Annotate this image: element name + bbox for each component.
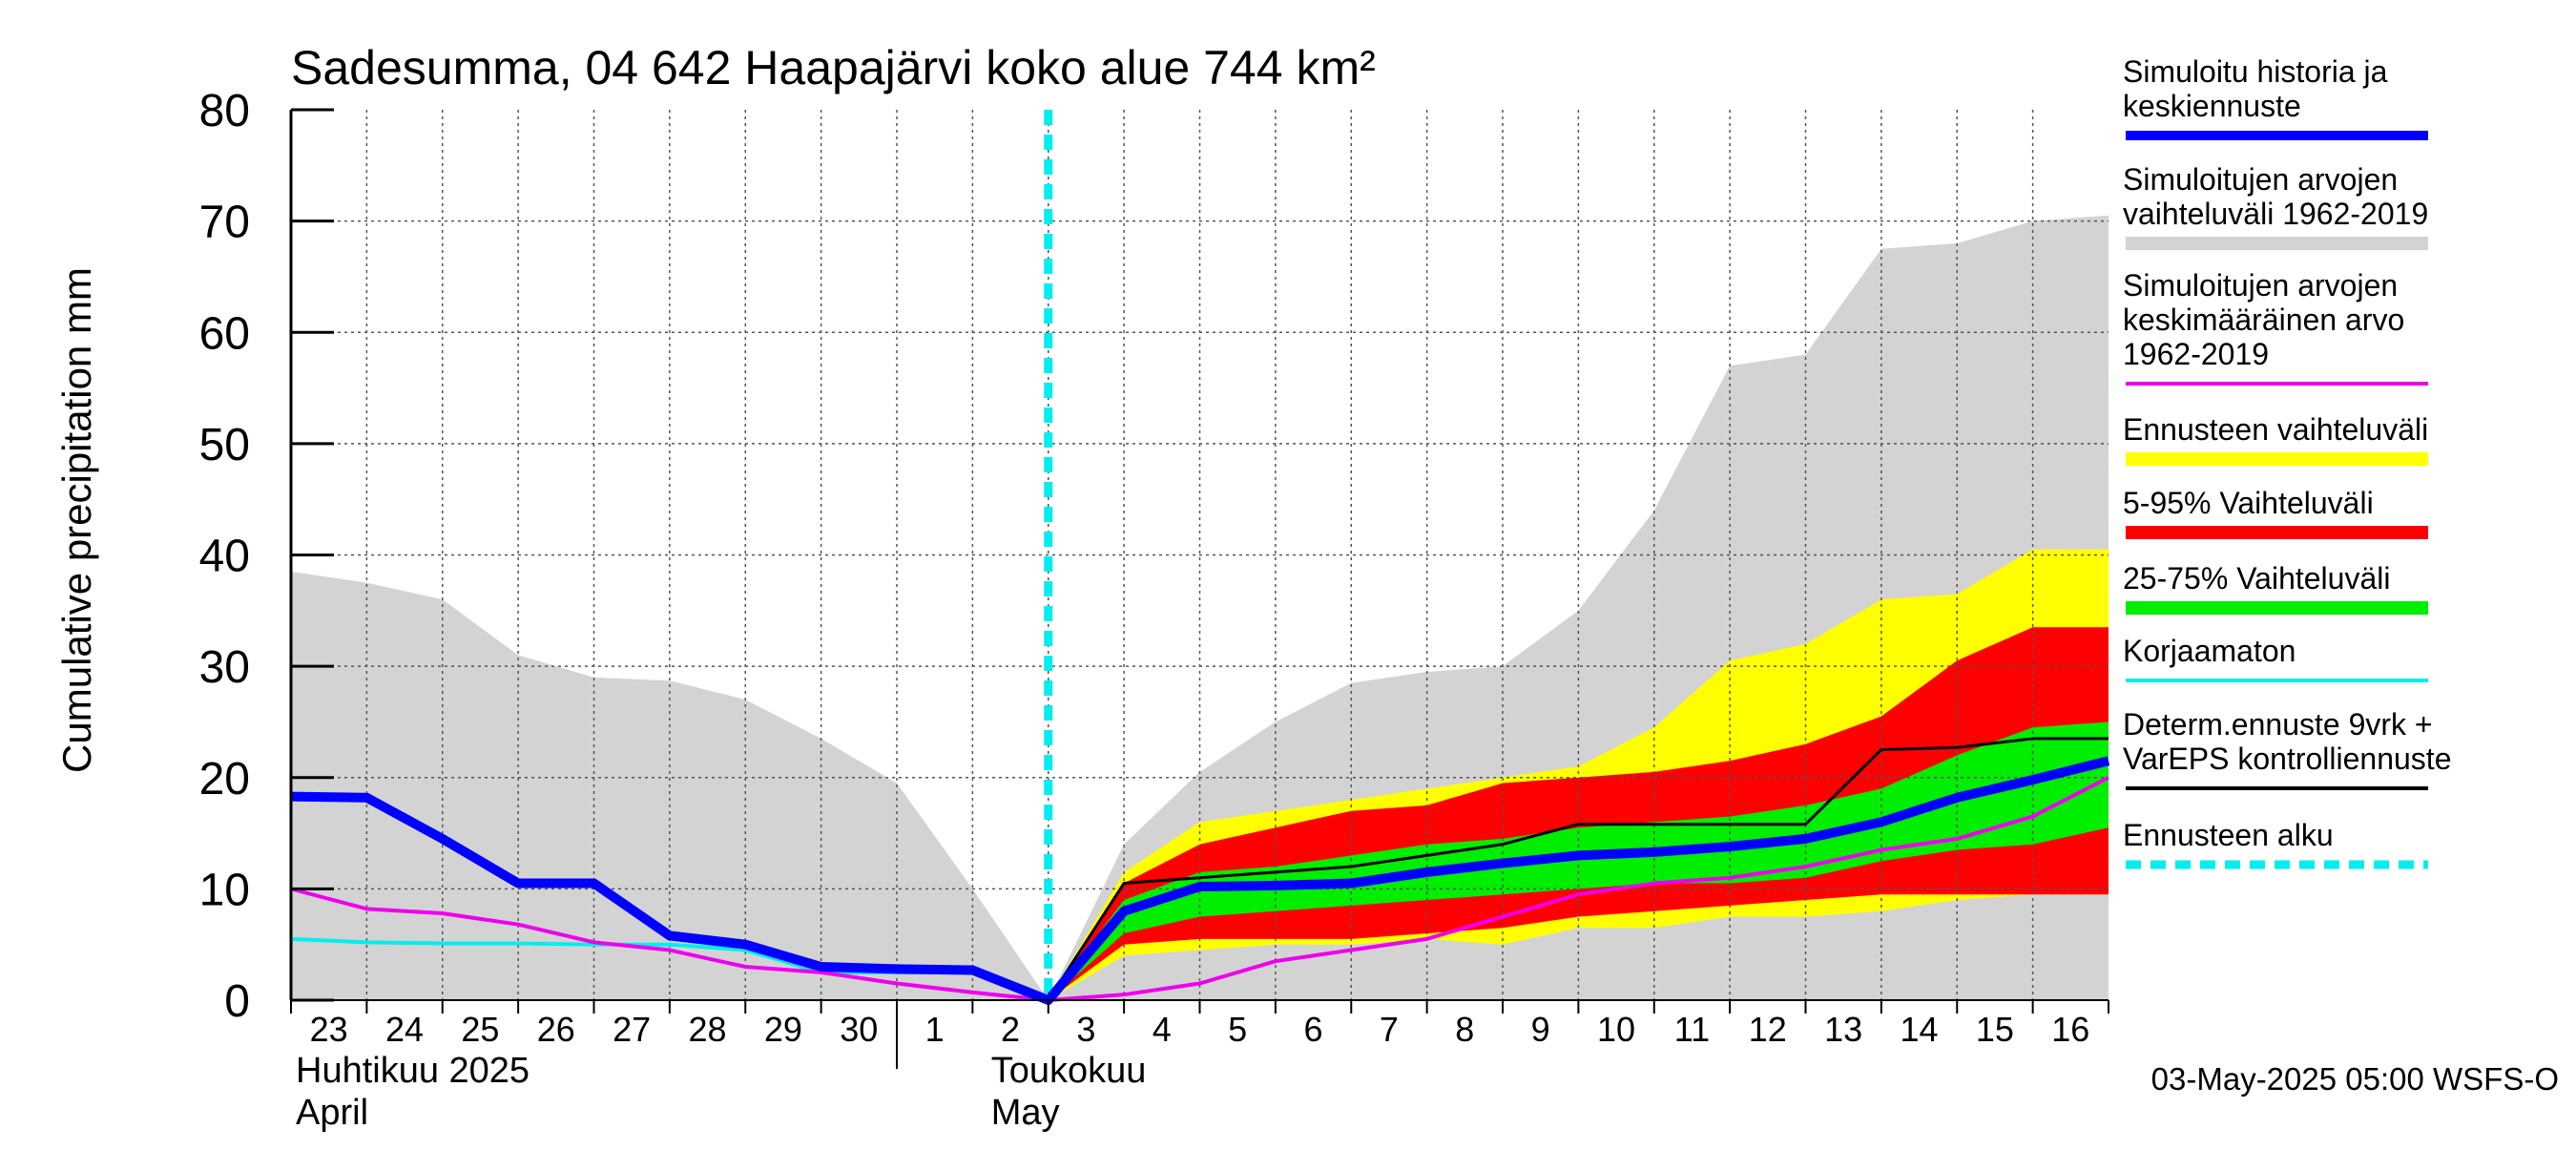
legend-label: keskimääräinen arvo (2123, 303, 2404, 337)
legend-label: Ennusteen vaihteluväli (2123, 412, 2428, 447)
band-p25_75 (1048, 721, 2109, 1000)
x-tick-label: 23 (310, 1010, 348, 1049)
month-label: Toukokuu (991, 1051, 1147, 1091)
x-tick-label: 15 (1976, 1010, 2014, 1049)
x-tick-label: 9 (1531, 1010, 1550, 1049)
month-label-en: April (296, 1093, 368, 1133)
x-tick-label: 28 (689, 1010, 727, 1049)
legend-label: vaihteluväli 1962-2019 (2123, 197, 2428, 231)
grid-layer (291, 110, 2109, 1000)
y-tick-label: 20 (199, 754, 250, 805)
x-tick-label: 26 (537, 1010, 575, 1049)
legend-label: Simuloitujen arvojen (2123, 162, 2398, 197)
x-tick-label: 29 (764, 1010, 802, 1049)
x-tick-label: 11 (1674, 1010, 1710, 1049)
y-tick-label: 60 (199, 308, 250, 359)
series-line-0 (290, 756, 2110, 1005)
legend-label: Determ.ennuste 9vrk + (2123, 707, 2433, 742)
x-tick-label: 6 (1304, 1010, 1323, 1049)
series-line-3 (1047, 737, 2109, 1001)
x-tick-label: 3 (1076, 1010, 1095, 1049)
series-layer (290, 737, 2110, 1005)
legend-label: VarEPS kontrolliennuste (2123, 742, 2451, 776)
x-tick-label: 27 (613, 1010, 651, 1049)
x-tick-label: 1 (925, 1010, 945, 1049)
y-tick-label: 50 (199, 420, 250, 470)
y-tick-label: 30 (199, 642, 250, 693)
legend-label: Korjaamaton (2123, 634, 2296, 668)
x-tick-label: 8 (1455, 1010, 1474, 1049)
legend-label: Simuloitu historia ja (2123, 54, 2388, 89)
month-label-en: May (991, 1093, 1060, 1133)
legend-label: 1962-2019 (2123, 337, 2269, 371)
timestamp-footer: 03-May-2025 05:00 WSFS-O (2151, 1061, 2559, 1097)
series-line-1 (290, 775, 2109, 1002)
legend-label: 5-95% Vaihteluväli (2123, 486, 2374, 520)
x-tick-label: 16 (2051, 1010, 2089, 1049)
x-tick-label: 25 (461, 1010, 499, 1049)
legend-label: Simuloitujen arvojen (2123, 268, 2398, 303)
x-tick-label: 24 (385, 1010, 424, 1049)
x-tick-label: 4 (1153, 1010, 1172, 1049)
legend-label: Ennusteen alku (2123, 818, 2334, 852)
x-tick-label: 5 (1228, 1010, 1247, 1049)
chart-title: Sadesumma, 04 642 Haapajärvi koko alue 7… (291, 41, 1376, 94)
x-tick-label: 12 (1749, 1010, 1787, 1049)
month-label: Huhtikuu 2025 (296, 1051, 530, 1091)
x-tick-label: 14 (1901, 1010, 1939, 1049)
legend-label: 25-75% Vaihteluväli (2123, 561, 2390, 596)
y-tick-label: 80 (199, 86, 250, 136)
y-axis-label: Cumulative precipitation mm (54, 267, 99, 773)
x-tick-label: 7 (1380, 1010, 1399, 1049)
x-tick-label: 2 (1001, 1010, 1020, 1049)
y-tick-label: 10 (199, 865, 250, 915)
legend-label: keskiennuste (2123, 89, 2301, 123)
y-tick-label: 40 (199, 532, 250, 582)
y-tick-label: 70 (199, 198, 250, 248)
x-tick-label: 13 (1824, 1010, 1862, 1049)
y-tick-label: 0 (224, 976, 250, 1027)
x-tick-label: 30 (840, 1010, 878, 1049)
x-tick-label: 10 (1597, 1010, 1635, 1049)
